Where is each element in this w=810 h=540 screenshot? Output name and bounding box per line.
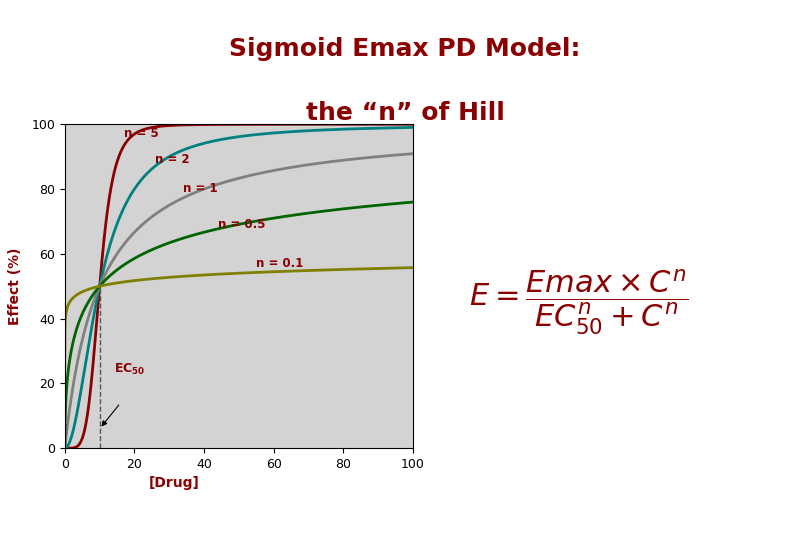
Text: n = 0.1: n = 0.1 [256,257,304,270]
Text: n = 0.5: n = 0.5 [218,218,266,231]
Text: n = 1: n = 1 [183,183,218,195]
Text: $\it{E} = \dfrac{\it{Emax} \times \it{C}^{n}}{\it{EC}_{50}^{n} + \it{C}^{n}}$: $\it{E} = \dfrac{\it{Emax} \times \it{C}… [469,267,689,338]
Text: Effect (%): Effect (%) [7,247,22,325]
Text: n = 2: n = 2 [156,153,190,166]
Text: n = 5: n = 5 [124,127,159,140]
Text: $\mathbf{EC_{50}}$: $\mathbf{EC_{50}}$ [113,362,145,377]
Text: the “n” of Hill: the “n” of Hill [305,102,505,125]
Text: Sigmoid Emax PD Model:: Sigmoid Emax PD Model: [229,37,581,60]
Text: [Drug]: [Drug] [149,476,199,490]
